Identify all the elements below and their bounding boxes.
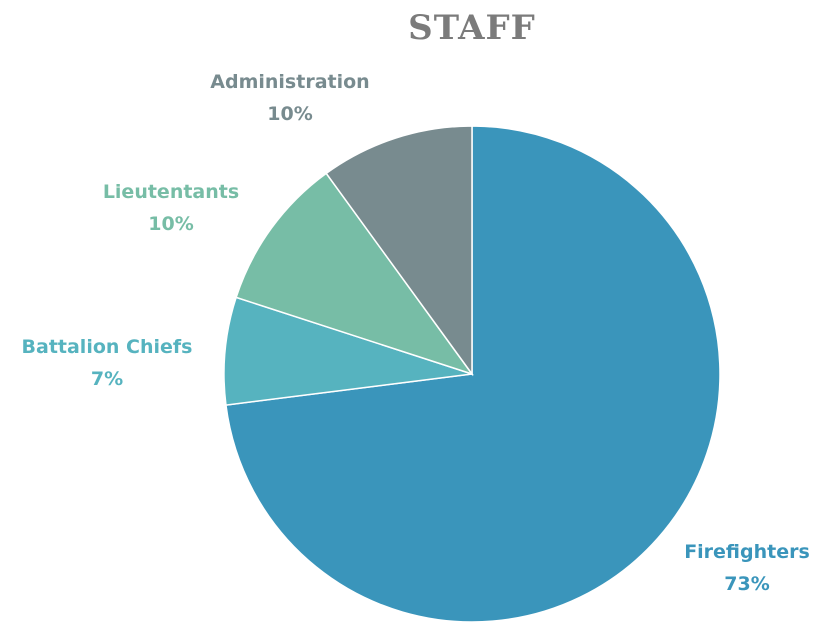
pie-slice [235,172,474,376]
pie-slice [223,296,473,406]
slice-label: Firefighters [684,541,810,563]
slice-value-label: 10% [267,103,312,125]
chart-title: STAFF [408,8,536,48]
slice-label: Battalion Chiefs [22,336,193,358]
pie-slice [325,125,473,377]
slice-value-label: 7% [91,368,123,390]
slice-value-label: 10% [148,213,193,235]
slice-label: Administration [210,71,369,93]
pie-slice [225,125,721,623]
slice-label: Lieutentants [103,181,239,203]
slice-value-label: 73% [724,573,769,595]
